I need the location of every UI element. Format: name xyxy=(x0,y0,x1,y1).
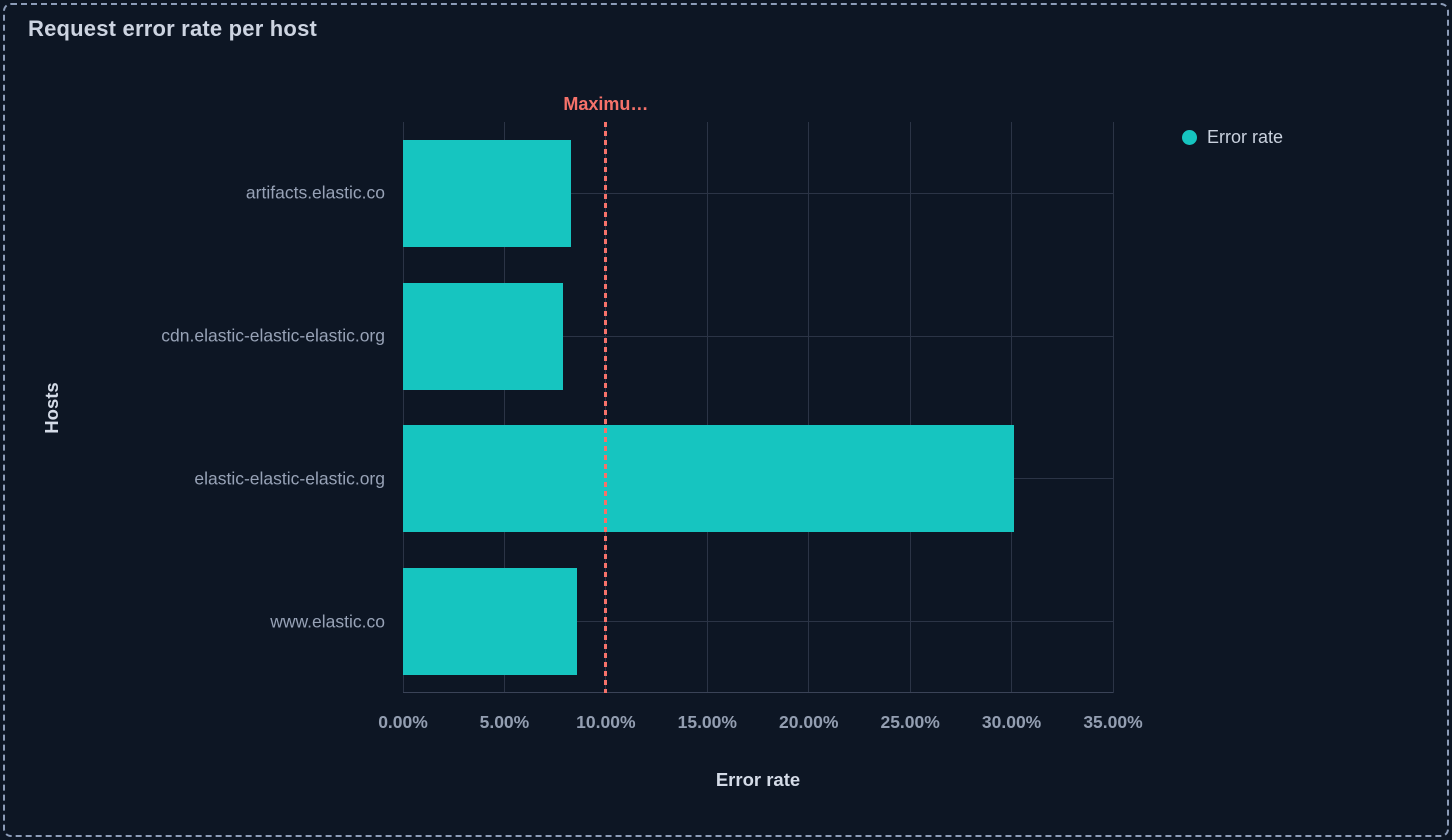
horizontal-gridline xyxy=(403,192,1113,194)
x-tick-label: 5.00% xyxy=(479,712,530,732)
x-axis-line xyxy=(403,692,1113,693)
threshold-line-label: Maximu… xyxy=(563,94,649,114)
legend-series-dot-icon xyxy=(1182,130,1197,145)
legend-item-error-rate[interactable]: Error rate xyxy=(1182,127,1283,148)
y-axis-category-labels: artifacts.elastic.co cdn.elastic-elastic-… xyxy=(0,0,385,840)
x-tick-label: 10.00% xyxy=(576,712,636,732)
y-category-label: cdn.elastic-elastic-elastic.org xyxy=(161,325,385,346)
y-category-label: www.elastic.co xyxy=(270,611,385,632)
y-category-label: artifacts.elastic.co xyxy=(245,182,385,203)
vertical-gridline xyxy=(706,122,708,693)
vertical-gridline xyxy=(1112,122,1114,693)
vertical-gridline xyxy=(1011,122,1013,693)
bar-elastic-elastic-elastic.org[interactable] xyxy=(403,425,1014,533)
x-tick-label: 25.00% xyxy=(880,712,940,732)
x-tick-label: 15.00% xyxy=(677,712,737,732)
legend-series-label: Error rate xyxy=(1207,127,1284,147)
bar-artifacts.elastic.co[interactable] xyxy=(403,139,572,247)
vertical-gridline xyxy=(808,122,810,693)
threshold-line xyxy=(604,122,608,693)
bar-www.elastic.co[interactable] xyxy=(403,568,578,676)
horizontal-gridline xyxy=(403,335,1113,337)
vertical-gridline xyxy=(402,122,404,693)
vertical-gridline xyxy=(909,122,911,693)
x-axis-title: Error rate xyxy=(715,769,801,790)
horizontal-gridline xyxy=(403,621,1113,623)
y-category-label: elastic-elastic-elastic.org xyxy=(194,468,385,489)
x-tick-label: 0.00% xyxy=(378,712,428,732)
y-axis-title: Hosts xyxy=(41,381,62,434)
x-tick-label: 35.00% xyxy=(1083,712,1143,732)
panel-title: Request error rate per host xyxy=(28,16,318,41)
chart-plot-area xyxy=(402,122,1114,693)
x-tick-label: 20.00% xyxy=(779,712,839,732)
x-tick-label: 30.00% xyxy=(981,712,1042,732)
bar-cdn.elastic-elastic-elastic.org[interactable] xyxy=(403,282,564,390)
vertical-gridline xyxy=(503,122,505,693)
